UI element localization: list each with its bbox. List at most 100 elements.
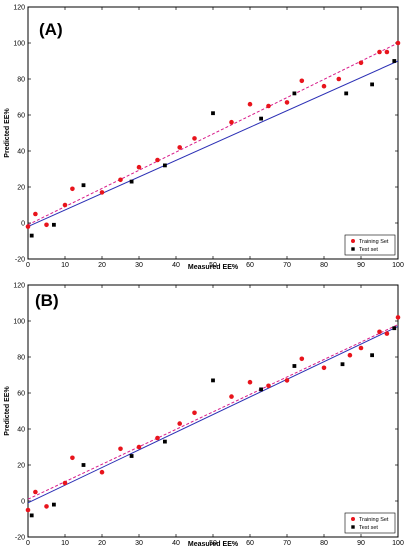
training-point bbox=[395, 40, 401, 46]
test-point bbox=[211, 111, 215, 116]
test-fit-line bbox=[27, 325, 399, 504]
data-points-b bbox=[25, 315, 401, 518]
y-tick-label: 80 bbox=[17, 77, 25, 84]
x-axis-label-a: Measured EE% bbox=[188, 264, 239, 271]
training-point bbox=[44, 222, 49, 228]
panel-label-a: (A) bbox=[39, 20, 63, 39]
y-tick-label: 40 bbox=[17, 427, 25, 434]
training-point bbox=[284, 378, 290, 383]
x-tick-label: 80 bbox=[320, 540, 328, 547]
y-tick-label: -20 bbox=[15, 535, 25, 542]
training-fit-line bbox=[27, 324, 399, 500]
legend-label-test-a: Test set bbox=[359, 247, 378, 253]
x-tick-label: 60 bbox=[246, 262, 254, 269]
training-point bbox=[192, 136, 197, 141]
x-tick-labels-a: 0 10 20 30 40 50 60 70 80 90 100 bbox=[26, 262, 404, 269]
training-point bbox=[384, 331, 390, 336]
test-point bbox=[29, 513, 34, 518]
training-fit-line bbox=[27, 42, 399, 226]
training-point bbox=[384, 49, 390, 55]
training-point bbox=[358, 345, 364, 351]
y-tick-label: 40 bbox=[17, 149, 25, 156]
test-point bbox=[163, 163, 167, 168]
training-point bbox=[247, 379, 253, 385]
x-tick-label: 90 bbox=[357, 262, 365, 269]
test-point bbox=[81, 463, 86, 467]
legend-a: Training Set Test set bbox=[344, 234, 396, 256]
legend-marker-test-a bbox=[351, 247, 355, 251]
plot-area-a bbox=[27, 6, 399, 260]
training-point bbox=[347, 352, 353, 358]
legend-box-b bbox=[344, 512, 396, 534]
training-point bbox=[358, 60, 364, 66]
y-tick-label: 20 bbox=[17, 463, 25, 470]
y-tick-label: 0 bbox=[21, 499, 25, 506]
training-point bbox=[118, 177, 123, 183]
test-fit-line bbox=[27, 60, 399, 228]
x-tick-label: 100 bbox=[392, 262, 404, 269]
fit-lines-b bbox=[27, 324, 399, 504]
x-tick-label: 90 bbox=[357, 540, 365, 547]
x-tick-label: 30 bbox=[135, 262, 143, 269]
x-tick-label: 40 bbox=[172, 540, 180, 547]
training-point bbox=[377, 329, 382, 335]
y-tick-labels-b: -20 0 20 40 60 80 100 120 bbox=[13, 283, 25, 542]
x-tick-label: 0 bbox=[26, 540, 30, 547]
x-tick-label: 70 bbox=[283, 262, 291, 269]
test-point bbox=[344, 91, 349, 96]
training-point bbox=[299, 356, 305, 362]
y-tick-label: 120 bbox=[13, 283, 25, 290]
test-point bbox=[211, 378, 215, 383]
y-tick-label: 100 bbox=[13, 319, 25, 326]
training-point bbox=[155, 157, 160, 163]
training-point bbox=[247, 101, 253, 107]
training-point bbox=[25, 507, 31, 513]
training-point bbox=[229, 119, 234, 125]
training-point bbox=[321, 83, 327, 89]
test-point bbox=[292, 364, 297, 368]
training-point bbox=[70, 455, 75, 461]
x-axis-label-b: Measured EE% bbox=[188, 541, 239, 548]
test-point bbox=[370, 353, 374, 358]
x-tick-label: 30 bbox=[135, 540, 143, 547]
test-point bbox=[29, 233, 34, 238]
training-point bbox=[377, 49, 382, 55]
plot-area-b bbox=[27, 284, 399, 538]
training-point bbox=[266, 103, 271, 109]
y-axis-label-b: Predicted EE% bbox=[4, 386, 11, 436]
x-tick-label: 60 bbox=[246, 540, 254, 547]
training-point bbox=[118, 446, 123, 452]
legend-marker-test-b bbox=[351, 525, 355, 529]
test-point bbox=[52, 502, 56, 507]
tick-marks-b bbox=[27, 284, 399, 538]
training-point bbox=[62, 480, 68, 486]
training-point bbox=[155, 435, 160, 441]
legend-label-test-b: Test set bbox=[359, 525, 378, 531]
y-tick-labels-a: -20 0 20 40 60 80 100 120 bbox=[13, 5, 25, 264]
legend-label-training-b: Training Set bbox=[359, 517, 389, 523]
test-point bbox=[259, 116, 263, 121]
test-point bbox=[292, 91, 297, 96]
training-point bbox=[44, 504, 49, 509]
x-tick-label: 20 bbox=[98, 262, 106, 269]
test-point bbox=[259, 387, 263, 392]
training-point bbox=[70, 186, 75, 192]
test-point bbox=[370, 82, 374, 87]
training-point bbox=[284, 100, 290, 105]
training-point bbox=[136, 164, 142, 170]
test-point bbox=[163, 439, 167, 444]
x-tick-label: 20 bbox=[98, 540, 106, 547]
training-point bbox=[336, 76, 342, 82]
test-point bbox=[392, 326, 397, 331]
test-point bbox=[129, 179, 134, 184]
x-tick-labels-b: 0 10 20 30 40 50 60 70 80 90 100 bbox=[26, 540, 404, 547]
y-tick-label: -20 bbox=[15, 257, 25, 264]
training-point bbox=[99, 190, 105, 195]
legend-marker-training-b bbox=[351, 517, 355, 521]
training-point bbox=[395, 315, 401, 320]
legend-b: Training Set Test set bbox=[344, 512, 396, 534]
y-tick-label: 120 bbox=[13, 5, 25, 12]
test-point bbox=[52, 222, 56, 227]
training-point bbox=[177, 145, 182, 150]
x-tick-label: 80 bbox=[320, 262, 328, 269]
